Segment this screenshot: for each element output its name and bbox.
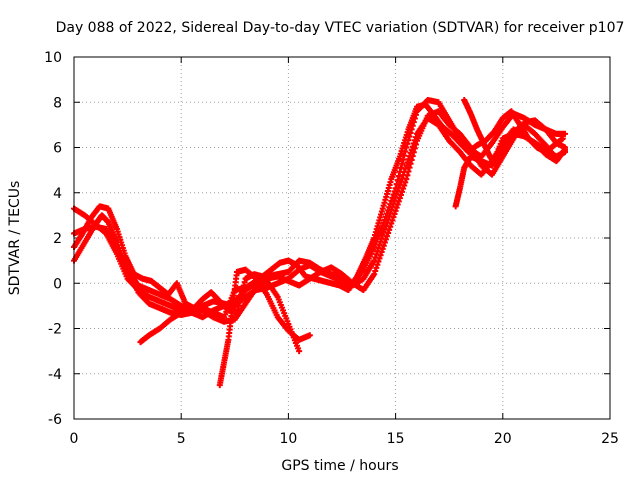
data-point bbox=[401, 182, 408, 189]
data-point bbox=[396, 195, 403, 202]
data-point bbox=[386, 226, 393, 233]
data-point bbox=[406, 164, 413, 171]
x-tick-label: 25 bbox=[601, 431, 619, 447]
data-point bbox=[400, 185, 407, 192]
data-point bbox=[412, 141, 419, 148]
data-point bbox=[374, 261, 381, 268]
data-point bbox=[377, 252, 384, 259]
data-point bbox=[393, 204, 400, 211]
plot-frame bbox=[73, 56, 611, 420]
y-tick-label: 0 bbox=[53, 276, 62, 292]
data-point bbox=[395, 198, 402, 205]
data-point bbox=[381, 239, 388, 246]
data-point bbox=[386, 204, 393, 211]
data-point bbox=[378, 249, 385, 256]
data-point bbox=[404, 159, 411, 166]
data-point bbox=[388, 220, 395, 227]
y-tick-label: -4 bbox=[48, 367, 62, 383]
x-axis-label: GPS time / hours bbox=[281, 458, 398, 474]
chart-title: Day 088 of 2022, Sidereal Day-to-day VTE… bbox=[56, 20, 625, 36]
data-point bbox=[379, 245, 386, 252]
data-point bbox=[396, 168, 403, 175]
data-point bbox=[388, 197, 395, 204]
data-point bbox=[395, 173, 402, 180]
data-point bbox=[392, 207, 399, 214]
y-tick-label: -6 bbox=[48, 412, 62, 428]
data-point bbox=[296, 348, 303, 355]
data-point bbox=[392, 185, 399, 192]
data-point bbox=[403, 176, 410, 183]
data-point bbox=[402, 179, 409, 186]
data-markers bbox=[71, 96, 568, 389]
data-point bbox=[391, 188, 398, 195]
data-point bbox=[407, 160, 414, 167]
data-point bbox=[411, 145, 418, 152]
data-point bbox=[561, 146, 568, 153]
data-point bbox=[393, 181, 400, 188]
data-point bbox=[559, 135, 566, 142]
data-point bbox=[397, 192, 404, 199]
data-point bbox=[387, 223, 394, 230]
data-point bbox=[390, 214, 397, 221]
y-tick-label: -2 bbox=[48, 322, 62, 338]
x-tick-label: 20 bbox=[494, 431, 512, 447]
x-tick-label: 10 bbox=[279, 431, 297, 447]
data-point bbox=[394, 177, 401, 184]
y-tick-label: 10 bbox=[44, 50, 62, 66]
data-point bbox=[381, 216, 388, 223]
grid bbox=[74, 57, 610, 419]
data-point bbox=[373, 264, 380, 271]
data-point bbox=[385, 207, 392, 214]
y-axis-label: SDTVAR / TECUs bbox=[7, 181, 23, 296]
data-point bbox=[371, 271, 378, 278]
data-point bbox=[561, 130, 568, 137]
y-tick-label: 2 bbox=[53, 231, 62, 247]
data-point bbox=[404, 172, 411, 179]
data-point bbox=[403, 162, 410, 169]
data-point bbox=[375, 258, 382, 265]
y-tick-label: 4 bbox=[53, 186, 62, 202]
data-point bbox=[372, 268, 379, 275]
data-point bbox=[410, 149, 417, 156]
data-point bbox=[390, 191, 397, 198]
data-point bbox=[389, 217, 396, 224]
series-track-8 bbox=[71, 101, 566, 316]
data-point bbox=[384, 210, 391, 217]
data-point bbox=[409, 153, 416, 160]
data-point bbox=[382, 213, 389, 220]
y-tick-label: 6 bbox=[53, 141, 62, 157]
axis-ticks: 0 5 10 15 20 25 -6 -4 -2 0 2 4 6 8 10 bbox=[44, 50, 619, 447]
data-point bbox=[389, 194, 396, 201]
data-point bbox=[394, 201, 401, 208]
data-point bbox=[306, 332, 313, 339]
y-tick-label: 8 bbox=[53, 95, 62, 111]
data-point bbox=[399, 188, 406, 195]
data-point bbox=[384, 233, 391, 240]
data-point bbox=[380, 242, 387, 249]
data-point bbox=[397, 164, 404, 171]
data-point bbox=[408, 156, 415, 163]
x-tick-label: 15 bbox=[387, 431, 405, 447]
data-point bbox=[391, 211, 398, 218]
data-point bbox=[382, 236, 389, 243]
data-point bbox=[385, 230, 392, 237]
data-point bbox=[405, 168, 412, 175]
x-tick-label: 5 bbox=[177, 431, 186, 447]
data-point bbox=[376, 255, 383, 262]
data-point bbox=[387, 201, 394, 208]
x-tick-label: 0 bbox=[70, 431, 79, 447]
series-track-5 bbox=[216, 266, 313, 389]
